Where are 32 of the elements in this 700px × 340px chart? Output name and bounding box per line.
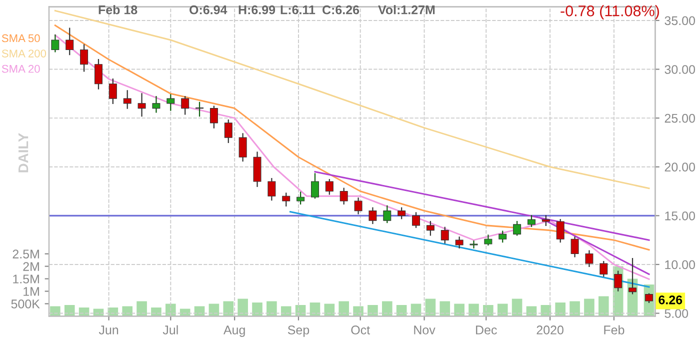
annotation: O:6.94 — [190, 5, 228, 14]
annotation: Vol:1.27M — [378, 5, 435, 14]
y-tick-label: 25.00 — [664, 114, 696, 123]
y2-tick-label: 2.5M — [12, 250, 39, 258]
x-tick-label: Feb — [604, 325, 624, 334]
annotation: C:6.26 — [322, 5, 360, 14]
annotation: H:6.99 — [238, 5, 276, 14]
y2-tick-label: 1.5M — [13, 274, 39, 284]
x-tick-label: Oct — [351, 326, 370, 334]
x-tick-label: 2020 — [536, 326, 564, 334]
y2-tick-label: 2M — [23, 262, 39, 271]
annotation: -0.78 (11.08%) — [560, 5, 659, 20]
y-tick-label: 30.00 — [664, 65, 696, 74]
annotation: L:6.11 — [280, 5, 316, 14]
text: SMA 20 — [2, 64, 40, 73]
y-tick-label: 35.00 — [664, 16, 696, 26]
y2-tick-label: 500K — [11, 300, 40, 308]
y-tick-label: 5.00 — [664, 309, 688, 318]
annotation: 6.26 — [658, 295, 682, 304]
x-tick-label: Nov — [414, 326, 436, 334]
text: SMA 200 — [2, 50, 46, 58]
annotation: Feb 18 — [98, 5, 138, 14]
x-tick-label: Aug — [223, 326, 245, 337]
y-tick-label: 15.00 — [665, 211, 696, 220]
y-tick-label: 10.00 — [665, 260, 696, 270]
y2-tick-label: 1M — [24, 287, 39, 296]
series-label: SMA 50 — [2, 34, 40, 42]
y-tick-label: 20.00 — [664, 162, 696, 172]
x-tick-label: Jul — [162, 325, 178, 334]
x-tick-label: Dec — [476, 326, 497, 334]
x-tick-label: Sep — [288, 326, 310, 337]
x-tick-label: Jun — [98, 326, 118, 334]
